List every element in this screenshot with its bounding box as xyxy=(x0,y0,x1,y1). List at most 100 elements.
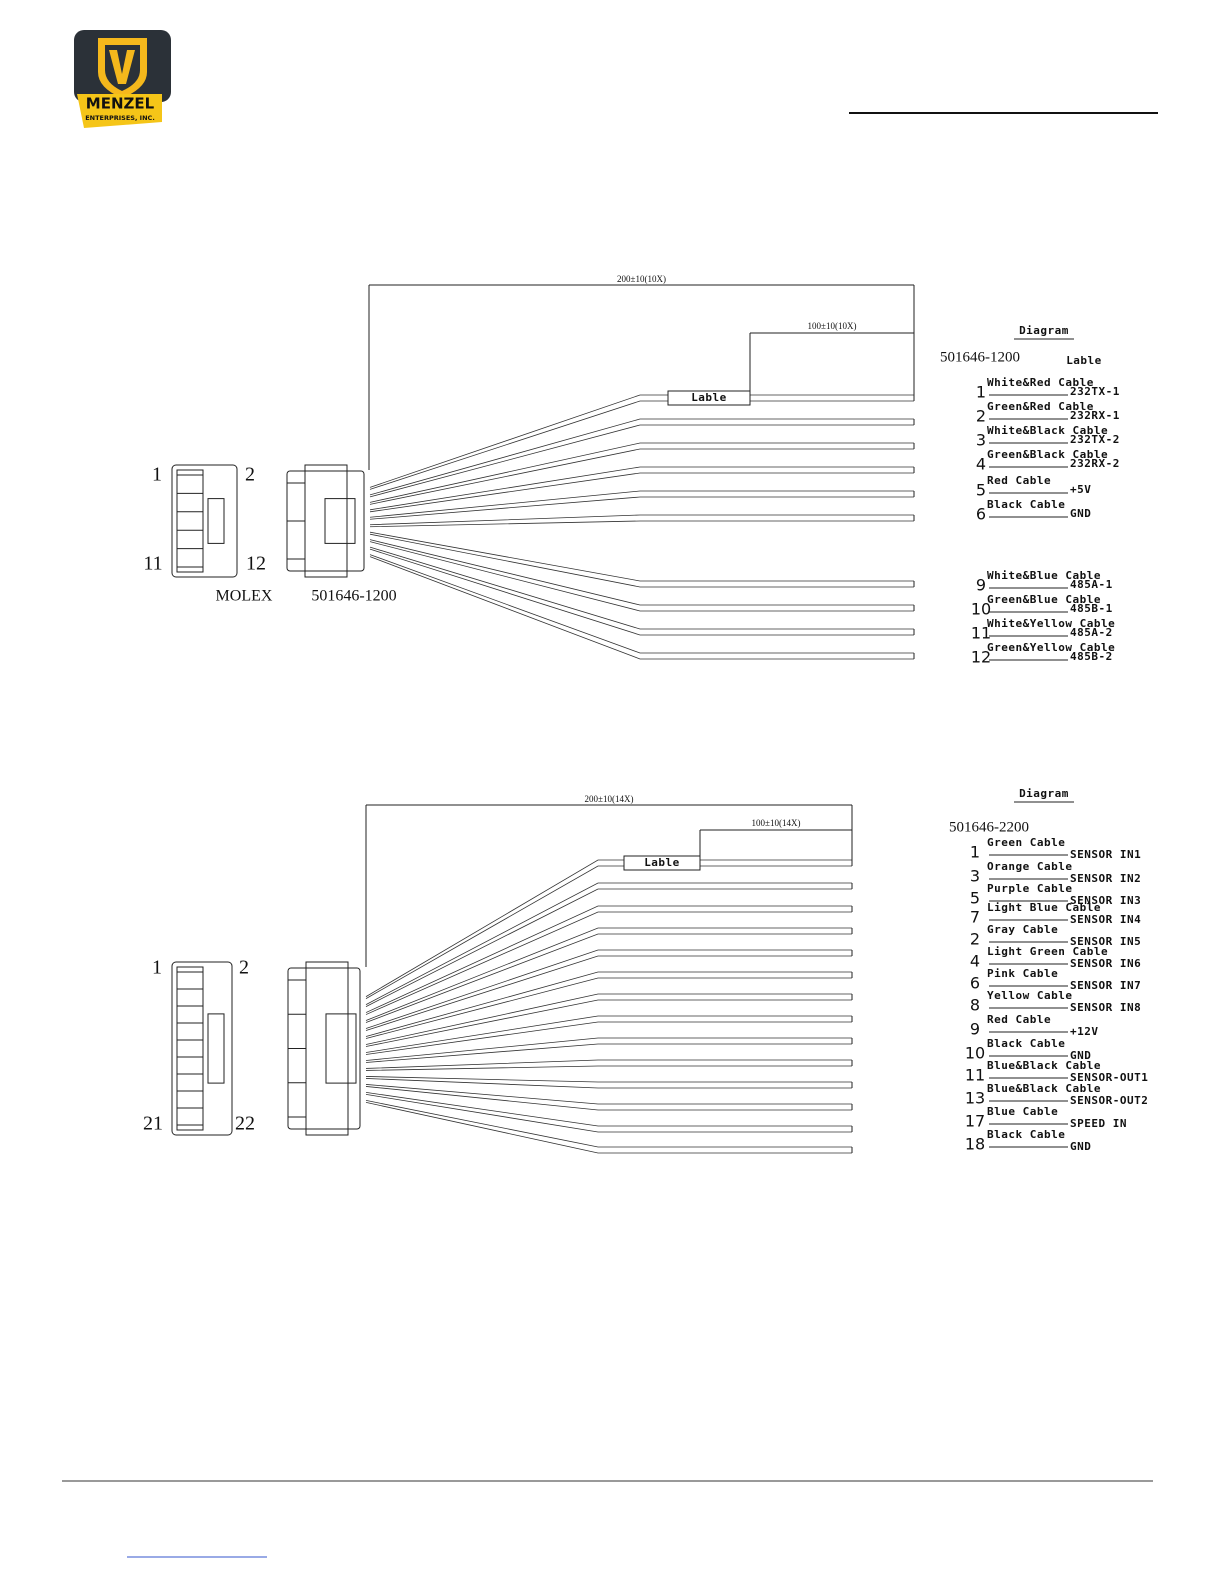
wire xyxy=(369,554,914,654)
legend-cable: Green&Blue Cable xyxy=(987,593,1101,606)
connector-front xyxy=(171,961,233,1136)
legend-signal: SENSOR-OUT1 xyxy=(1070,1071,1148,1084)
connector-front-inner xyxy=(176,469,204,573)
legend-cable: White&Black Cable xyxy=(987,424,1108,437)
wire xyxy=(369,442,914,503)
legend-signal: +5V xyxy=(1070,483,1091,496)
legend-cable: Red Cable xyxy=(987,1013,1051,1026)
wire xyxy=(365,955,852,1031)
legend-cable: Black Cable xyxy=(987,1128,1065,1141)
connector-pin-label: 12 xyxy=(246,553,266,575)
legend-cable: Yellow Cable xyxy=(987,989,1072,1002)
connector-pin-label: 22 xyxy=(235,1113,255,1135)
label-tag-text: Lable xyxy=(691,391,727,404)
wire xyxy=(365,1102,852,1154)
wire xyxy=(369,490,914,518)
connector-pin-label: 21 xyxy=(143,1113,163,1135)
legend-pin-number: 10 xyxy=(965,1044,985,1063)
dimension-total: 200±10(14X) xyxy=(585,794,634,804)
legend-cable: Light Blue Cable xyxy=(987,901,1101,914)
wire xyxy=(369,496,914,520)
wire xyxy=(369,556,914,660)
legend-pin-number: 4 xyxy=(976,455,986,474)
connector-side-body xyxy=(304,464,348,578)
wire xyxy=(365,1084,852,1105)
legend-pin-number: 6 xyxy=(976,505,986,524)
legend-cable: Purple Cable xyxy=(987,882,1072,895)
wire xyxy=(369,466,914,511)
wire xyxy=(365,859,852,997)
legend-signal: 485B-1 xyxy=(1070,602,1113,615)
legend-cable: Black Cable xyxy=(987,498,1065,511)
connector-side-latch xyxy=(325,1013,357,1084)
legend-cable: Red Cable xyxy=(987,474,1051,487)
connector-pin-label: 2 xyxy=(245,464,255,486)
connector-pin-label: 1 xyxy=(152,957,162,979)
wire xyxy=(365,1037,852,1061)
connector-side-body xyxy=(305,961,349,1136)
dimension-label: 100±10(14X) xyxy=(752,818,801,828)
legend-pin-number: 18 xyxy=(965,1135,985,1154)
logo: MENZEL ENTERPRISES, INC. xyxy=(74,30,171,128)
label-tag xyxy=(623,855,701,871)
wire xyxy=(365,905,852,1013)
legend-signal: 232RX-2 xyxy=(1070,457,1120,470)
legend-signal: GND xyxy=(1070,1049,1091,1062)
wire xyxy=(369,539,914,606)
legend-cable: White&Blue Cable xyxy=(987,569,1101,582)
wire xyxy=(365,999,852,1047)
connector-front-inner xyxy=(176,966,204,1131)
legend-pin-number: 3 xyxy=(976,431,986,450)
connector-pin-label: 2 xyxy=(239,957,249,979)
label-tag xyxy=(667,390,751,406)
legend-cable: White&Yellow Cable xyxy=(987,617,1115,630)
legend-pin-number: 12 xyxy=(971,648,991,667)
legend-pin-number: 9 xyxy=(970,1020,980,1039)
legend-pin-number: 9 xyxy=(976,576,986,595)
legend-signal: SENSOR IN4 xyxy=(1070,913,1141,926)
legend-signal: 485A-1 xyxy=(1070,578,1113,591)
legend-pin-number: 4 xyxy=(970,952,980,971)
logo-subtitle: ENTERPRISES, INC. xyxy=(85,114,155,122)
legend-signal: SENSOR IN3 xyxy=(1070,894,1141,907)
wire xyxy=(369,514,914,526)
wire xyxy=(365,971,852,1037)
wire xyxy=(369,541,914,612)
legend-cable: Pink Cable xyxy=(987,967,1058,980)
wire xyxy=(365,1100,852,1148)
legend-cable: White&Red Cable xyxy=(987,376,1094,389)
wire xyxy=(369,400,914,490)
legend-cable: Blue&Black Cable xyxy=(987,1082,1101,1095)
wire xyxy=(365,1015,852,1053)
connector-side-latch xyxy=(324,498,356,544)
wire xyxy=(365,882,852,1005)
wire xyxy=(365,865,852,999)
logo-banner xyxy=(77,94,162,128)
legend-pin-number: 1 xyxy=(970,843,980,862)
legend-pin-number: 5 xyxy=(976,481,986,500)
logo-name: MENZEL xyxy=(86,95,155,113)
legend-signal: 232TX-1 xyxy=(1070,385,1120,398)
legend-pin-number: 11 xyxy=(965,1066,985,1085)
legend-cable: Green&Red Cable xyxy=(987,400,1094,413)
legend-cable: Gray Cable xyxy=(987,923,1058,936)
wire xyxy=(365,1076,852,1083)
legend-signal: 232RX-1 xyxy=(1070,409,1120,422)
legend-pin-number: 13 xyxy=(965,1089,985,1108)
wire xyxy=(369,472,914,513)
connector-part-number: 501646-1200 xyxy=(311,588,396,605)
connector-front xyxy=(171,464,238,578)
legend-pin-number: 11 xyxy=(971,624,991,643)
legend-pin-number: 6 xyxy=(970,974,980,993)
wire xyxy=(365,1043,852,1063)
legend-signal: SENSOR IN7 xyxy=(1070,979,1141,992)
wire xyxy=(365,1086,852,1111)
legend-part-number: 501646-1200 xyxy=(940,349,1020,365)
legend-cable: Blue&Black Cable xyxy=(987,1059,1101,1072)
dimension-total: 200±10(10X) xyxy=(617,274,666,284)
wire xyxy=(369,548,914,636)
legend-signal: 485B-2 xyxy=(1070,650,1113,663)
